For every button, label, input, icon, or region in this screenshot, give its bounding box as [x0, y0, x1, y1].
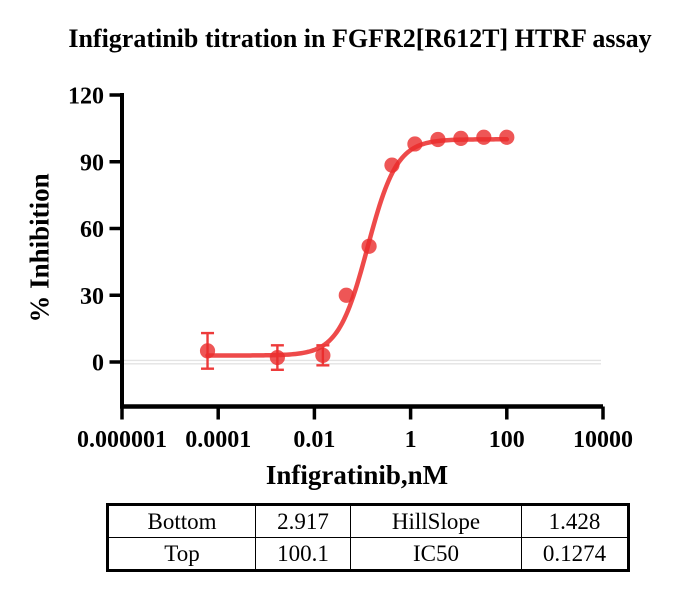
data-point [430, 131, 446, 148]
data-point [338, 287, 354, 303]
fit-param-name: IC50 [350, 537, 522, 571]
y-tick-label: 0 [92, 351, 104, 377]
x-tick-label: 0.000001 [77, 427, 167, 453]
x-axis-label: Infigratinib,nM [265, 460, 449, 490]
x-tick-label: 0.0001 [185, 427, 251, 453]
fit-results-table: Bottom 2.917 HillSlope 1.428 Top 100.1 I… [106, 503, 630, 572]
x-tick-label: 0.01 [293, 427, 335, 453]
y-tick-label: 30 [80, 284, 104, 310]
data-point [453, 130, 469, 146]
x-tick-label: 10000 [573, 427, 633, 453]
data-point [269, 349, 285, 366]
x-tick-label: 100 [489, 427, 525, 453]
fit-param-value: 1.428 [521, 504, 629, 538]
data-point [476, 129, 492, 145]
data-point [407, 136, 423, 152]
data-point [199, 343, 216, 359]
fit-table-row: Top 100.1 IC50 0.1274 [107, 537, 629, 571]
fit-param-value: 2.917 [255, 504, 351, 538]
x-tick-label: 1 [405, 427, 417, 453]
fit-param-name: Top [107, 537, 256, 571]
fit-param-value: 100.1 [255, 537, 351, 571]
fit-curve [205, 137, 510, 358]
data-point [384, 157, 400, 173]
data-point [315, 347, 331, 363]
plot-area: 0 30 60 90 120 0.000001 0.0001 0.01 1 100 10000 [68, 84, 633, 454]
y-tick-label: 90 [80, 150, 104, 176]
fit-param-name: HillSlope [350, 504, 522, 538]
data-point [361, 238, 377, 254]
y-tick-label: 60 [80, 217, 104, 243]
data-point [499, 129, 515, 145]
chart-title: Infigratinib titration in FGFR2[R612T] H… [68, 24, 652, 53]
fit-table-row: Bottom 2.917 HillSlope 1.428 [107, 504, 629, 538]
fit-param-name: Bottom [107, 504, 256, 538]
fit-param-value: 0.1274 [521, 537, 629, 571]
y-tick-label: 120 [68, 84, 104, 110]
